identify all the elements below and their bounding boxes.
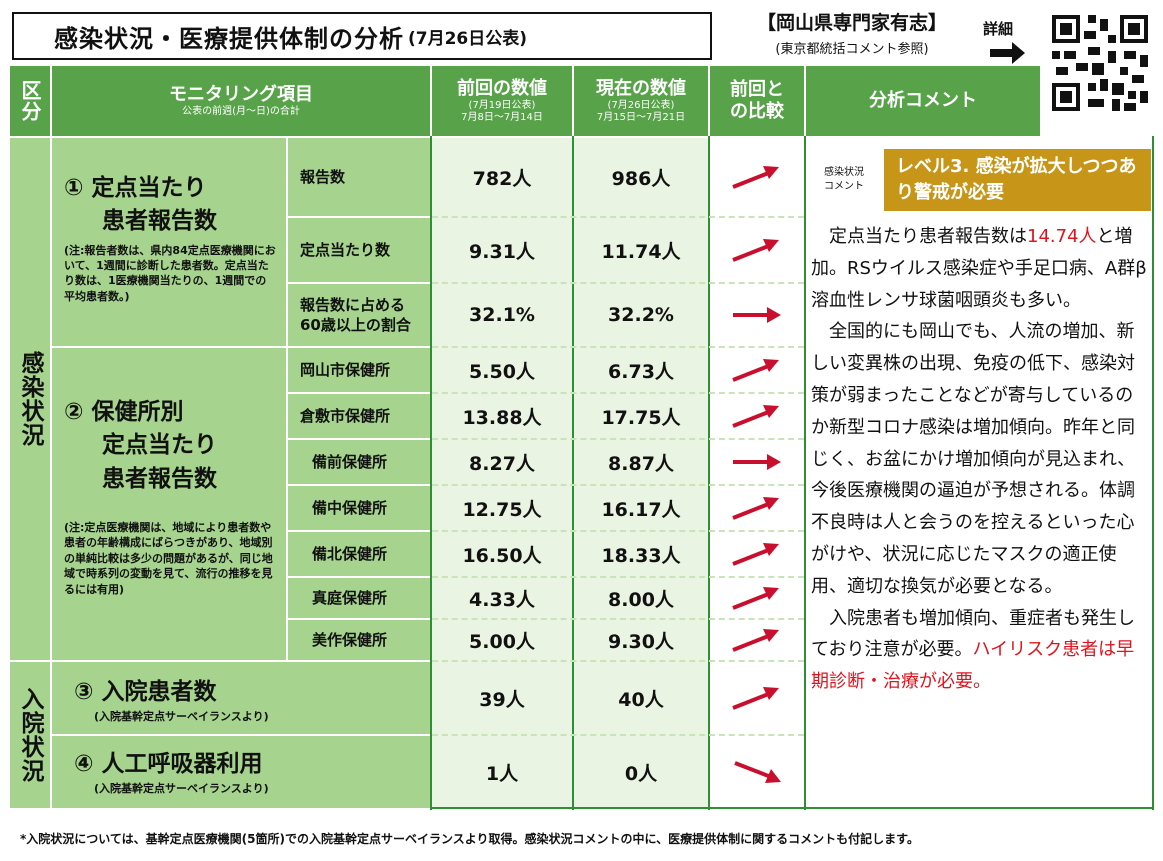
row-separator xyxy=(432,346,804,348)
comment-label: 感染状況 コメント xyxy=(808,149,880,211)
section-header: 区分 xyxy=(10,66,50,136)
arrow-right-icon xyxy=(990,40,1026,72)
row-separator xyxy=(432,530,804,532)
prev-value: 39人 xyxy=(479,688,525,711)
section-hospital: 入院状況 xyxy=(10,662,50,808)
qr-code-icon[interactable] xyxy=(1052,15,1148,111)
highlight-value: 14.74人 xyxy=(1027,226,1097,247)
publish-date: (7月26日公表) xyxy=(408,28,528,49)
arrow-up-right-icon xyxy=(710,662,804,734)
curr-value: 18.33人 xyxy=(601,544,681,567)
row-separator xyxy=(432,618,804,620)
prev-value: 5.50人 xyxy=(469,360,535,383)
row-label: 報告数 xyxy=(288,138,430,216)
curr-value: 8.00人 xyxy=(608,588,674,611)
curr-value: 9.30人 xyxy=(608,630,674,653)
prev-value: 8.27人 xyxy=(469,452,535,475)
divider xyxy=(804,136,806,810)
level-badge: レベル3. 感染が拡大しつつあり警戒が必要 xyxy=(884,149,1151,211)
category-2: ② 保健所別 定点当たり 患者報告数 (注:定点医療機関は、地域により患者数や患… xyxy=(52,348,286,660)
prev-value: 5.00人 xyxy=(469,630,535,653)
curr-value: 40人 xyxy=(618,688,664,711)
prev-header: 前回の数値 (7月19日公表) 7月8日～7月14日 xyxy=(432,66,572,136)
row-label: 報告数に占める 60歳以上の割合 xyxy=(288,284,430,346)
prev-value: 13.88人 xyxy=(462,406,542,429)
curr-value: 986人 xyxy=(611,167,671,190)
row-separator xyxy=(432,392,804,394)
footnote: *入院状況については、基幹定点医療機関(5箇所)での入院基幹定点サーベイランスよ… xyxy=(20,832,919,846)
row-separator xyxy=(432,484,804,486)
curr-header: 現在の数値 (7月26日公表) 7月15日～7月21日 xyxy=(574,66,708,136)
detail-link[interactable]: 詳細 xyxy=(983,20,1014,38)
arrow-up-right-icon xyxy=(710,218,804,282)
divider xyxy=(430,136,432,810)
curr-value: 6.73人 xyxy=(608,360,674,383)
row-label: 定点当たり数 xyxy=(288,218,430,282)
arrow-right-icon xyxy=(710,440,804,484)
compare-header: 前回との比較 xyxy=(710,66,804,136)
arrow-up-right-icon xyxy=(710,620,804,660)
category-3: ③ 入院患者数 (入院基幹定点サーベイランスより) xyxy=(52,662,430,734)
row-label: 倉敷市保健所 xyxy=(288,394,430,438)
curr-value: 16.17人 xyxy=(601,498,681,521)
row-separator xyxy=(432,734,804,736)
arrow-up-right-icon xyxy=(710,394,804,438)
arrow-down-right-icon xyxy=(710,736,804,808)
section-infection: 感染状況 xyxy=(10,138,50,660)
prev-value: 32.1% xyxy=(469,304,535,326)
row-label: 備中保健所 xyxy=(288,486,430,530)
row-separator xyxy=(432,216,804,218)
row-separator xyxy=(432,660,804,662)
prev-value: 782人 xyxy=(472,167,532,190)
prev-value: 12.75人 xyxy=(462,498,542,521)
row-label: 岡山市保健所 xyxy=(288,348,430,392)
page-title: 感染状況・医療提供体制の分析 xyxy=(54,24,404,53)
row-separator xyxy=(432,282,804,284)
arrow-up-right-icon xyxy=(710,486,804,530)
prev-value: 9.31人 xyxy=(469,240,535,263)
prev-value: 4.33人 xyxy=(469,588,535,611)
curr-value: 32.2% xyxy=(608,304,674,326)
curr-value: 0人 xyxy=(624,762,658,785)
org-name: 【岡山県専門家有志】 xyxy=(756,12,947,34)
category-1: ① 定点当たり 患者報告数 (注:報告者数は、県内84定点医療機関において、1週… xyxy=(52,138,286,346)
divider xyxy=(1152,136,1154,810)
arrow-up-right-icon xyxy=(710,578,804,618)
org-note: (東京都統括コメント参照) xyxy=(775,42,929,57)
arrow-up-right-icon xyxy=(710,348,804,392)
divider xyxy=(572,136,574,810)
arrow-right-icon xyxy=(710,284,804,346)
row-label: 美作保健所 xyxy=(288,620,430,660)
highlight-warning: ハイリスク患者は早期診断・治療が必要。 xyxy=(811,639,1135,693)
comment-paragraph: 入院患者も増加傾向、重症者も発生しており注意が必要。ハイリスク患者は早期診断・治… xyxy=(811,607,1135,693)
row-label: 真庭保健所 xyxy=(288,578,430,618)
comment-paragraph: 全国的にも岡山でも、人流の増加、新しい変異株の出現、免疫の低下、感染対策が弱まっ… xyxy=(811,321,1136,597)
title-box: 感染状況・医療提供体制の分析 (7月26日公表) xyxy=(12,12,712,60)
row-label: 備前保健所 xyxy=(288,440,430,484)
comment-paragraph: 定点当たり患者報告数は14.74人と増加。RSウイルス感染症や手足口病、A群β溶… xyxy=(811,226,1147,311)
curr-value: 17.75人 xyxy=(601,406,681,429)
comment-header: 分析コメント xyxy=(806,66,1040,136)
prev-column xyxy=(432,138,572,808)
curr-value: 8.87人 xyxy=(608,452,674,475)
prev-value: 1人 xyxy=(485,762,519,785)
row-separator xyxy=(432,438,804,440)
curr-column xyxy=(574,138,708,808)
row-label: 備北保健所 xyxy=(288,532,430,576)
items-header: モニタリング項目 公表の前週(月～日)の合計 xyxy=(52,66,430,136)
divider xyxy=(708,136,710,810)
row-separator xyxy=(432,576,804,578)
category-4: ④ 人工呼吸器利用 (入院基幹定点サーベイランスより) xyxy=(52,736,430,808)
arrow-up-right-icon xyxy=(710,138,804,216)
divider xyxy=(430,807,1154,809)
arrow-up-right-icon xyxy=(710,532,804,576)
comment-body: 定点当たり患者報告数は14.74人と増加。RSウイルス感染症や手足口病、A群β溶… xyxy=(811,221,1149,698)
curr-value: 11.74人 xyxy=(601,240,681,263)
prev-value: 16.50人 xyxy=(462,544,542,567)
